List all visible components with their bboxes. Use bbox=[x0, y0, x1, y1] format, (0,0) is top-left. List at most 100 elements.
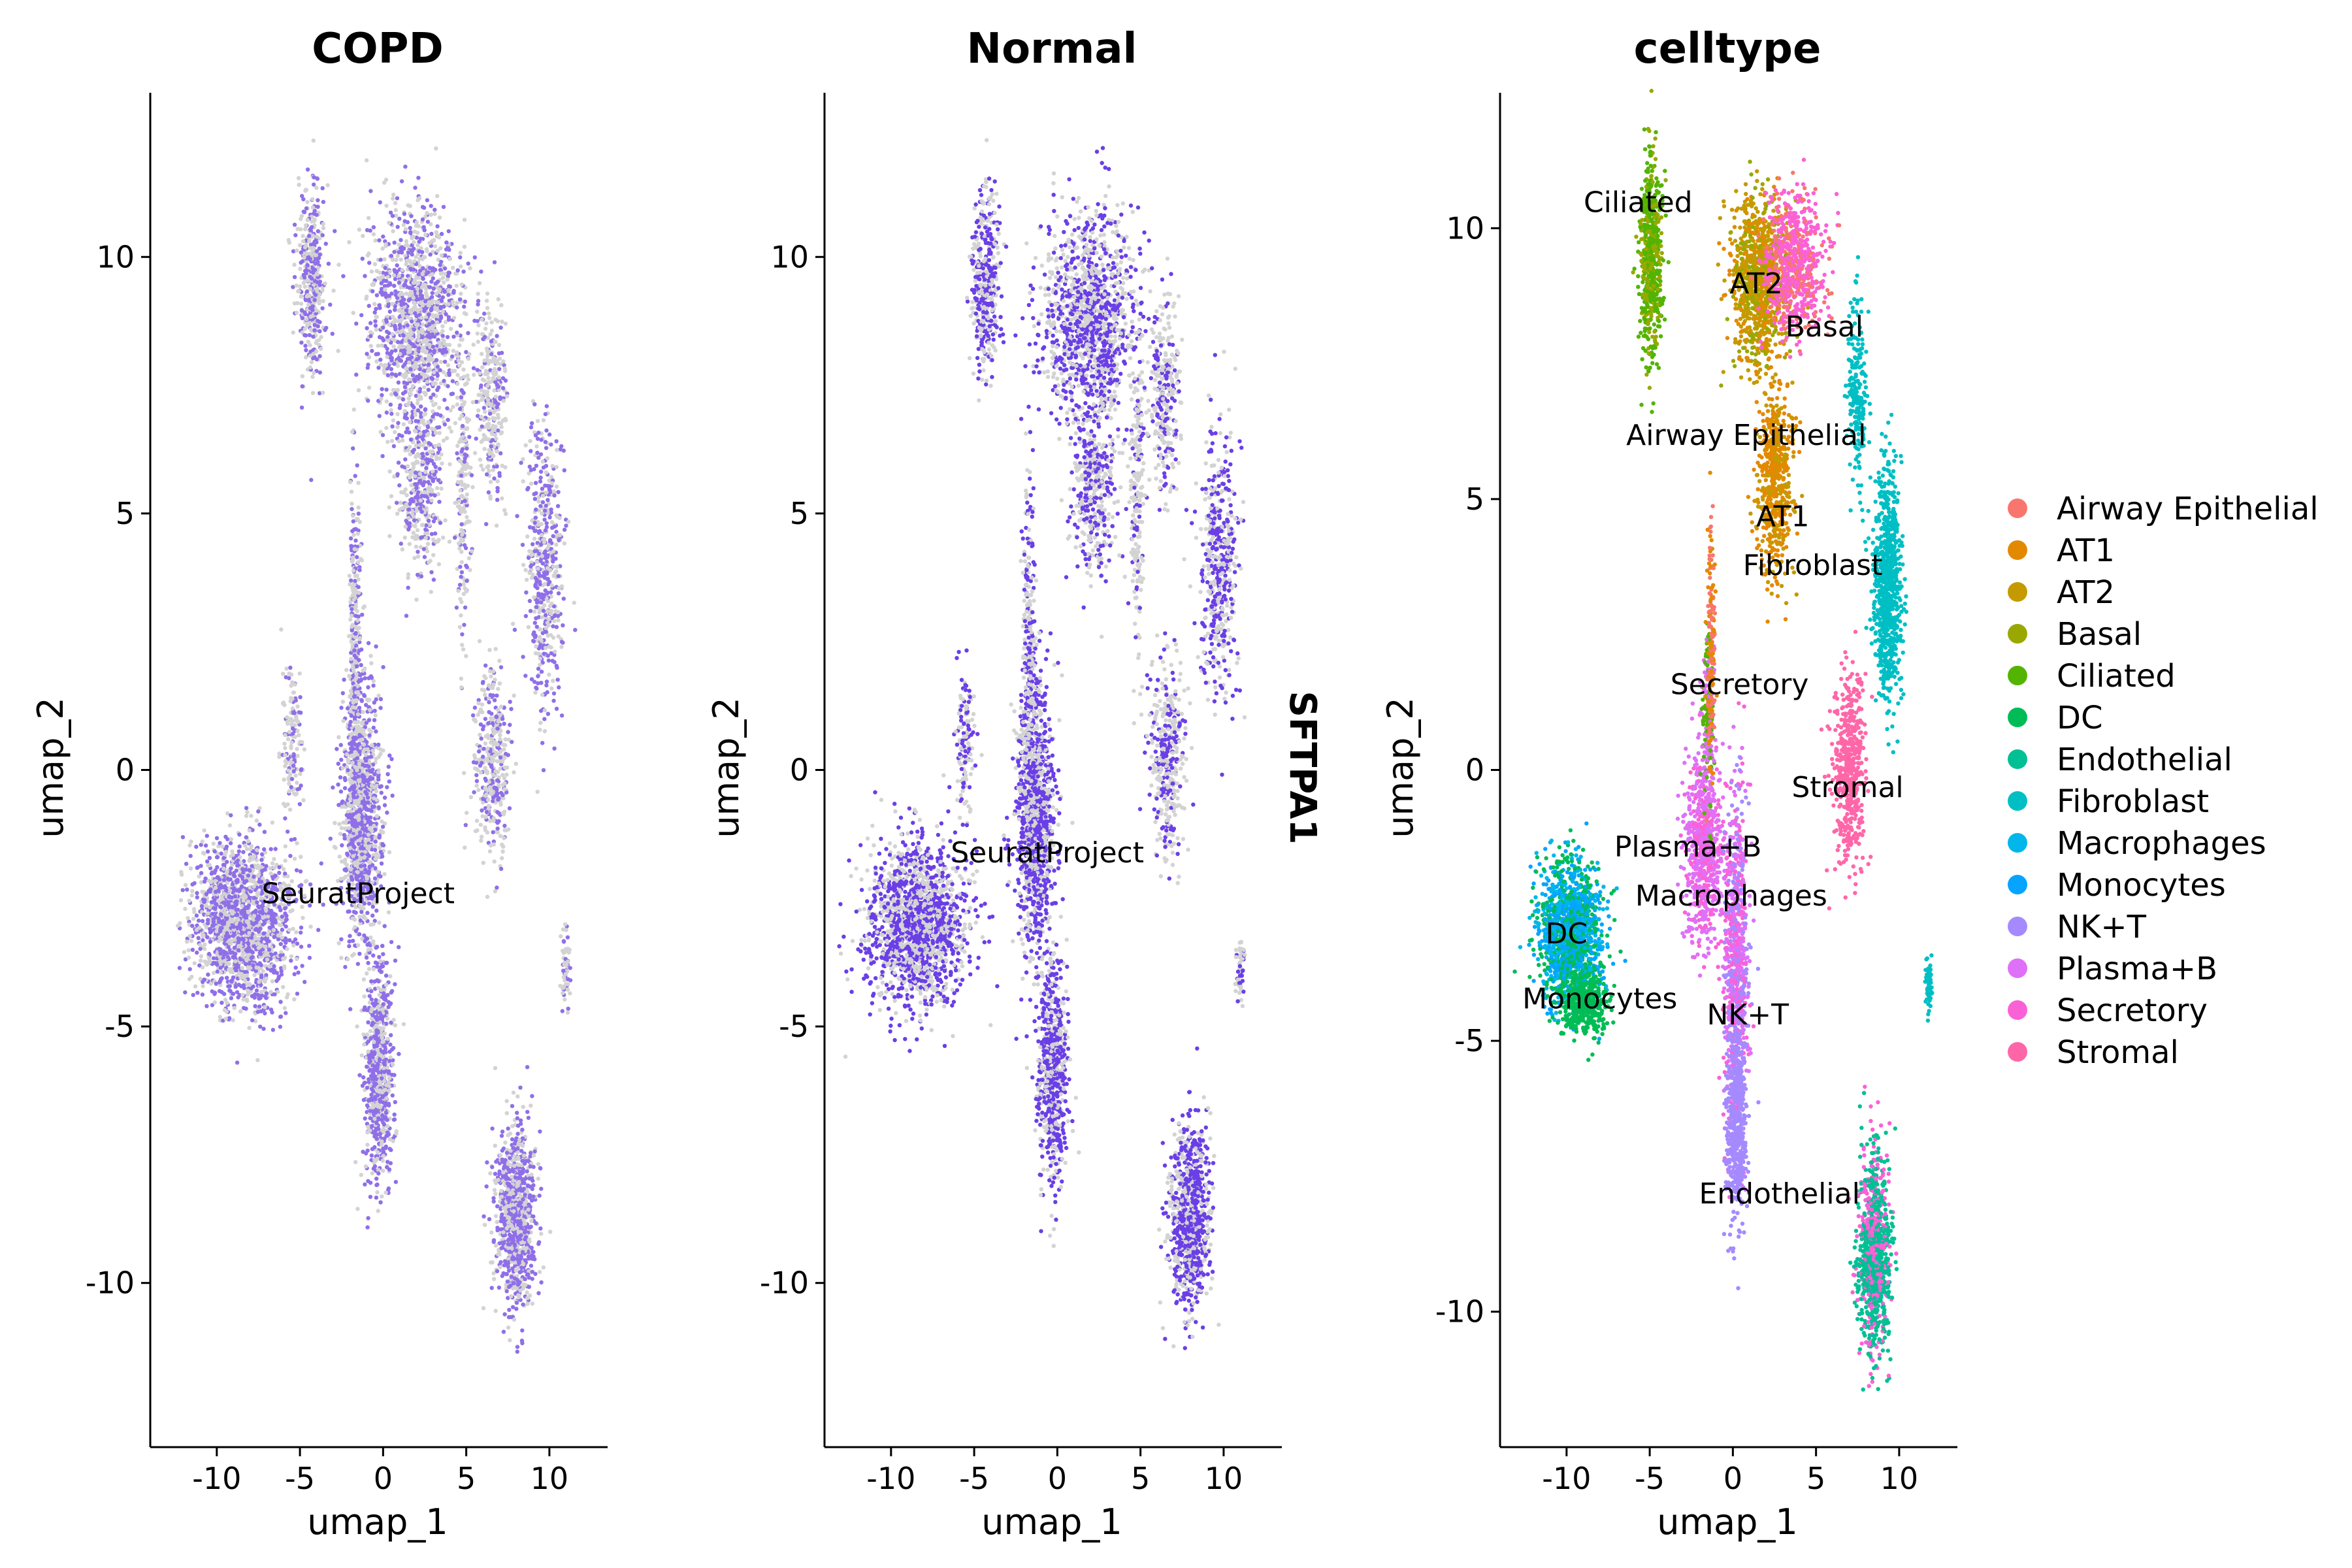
cell-point bbox=[500, 717, 504, 721]
cell-point bbox=[219, 851, 223, 855]
cell-point bbox=[193, 985, 197, 988]
cell-point bbox=[392, 284, 396, 287]
cell-point bbox=[483, 717, 487, 721]
cell-point bbox=[461, 270, 465, 274]
cell-point bbox=[266, 933, 270, 937]
cell-point bbox=[550, 526, 554, 530]
cell-point bbox=[528, 439, 532, 443]
cell-point bbox=[419, 498, 423, 502]
cell-point bbox=[489, 755, 493, 759]
cell-point bbox=[426, 457, 430, 461]
cell-point bbox=[448, 425, 451, 429]
cell-point bbox=[413, 482, 417, 486]
cell-point bbox=[321, 186, 325, 190]
cell-point bbox=[414, 429, 417, 433]
cell-point bbox=[212, 841, 216, 845]
cell-point bbox=[467, 352, 471, 356]
cell-point bbox=[367, 252, 370, 255]
cell-point bbox=[485, 747, 489, 751]
cell-point bbox=[443, 360, 447, 364]
cell-point bbox=[563, 468, 566, 472]
cell-point bbox=[541, 500, 545, 504]
cell-point bbox=[318, 246, 321, 250]
cell-point bbox=[288, 717, 292, 721]
cell-point bbox=[331, 332, 335, 336]
cell-point bbox=[278, 1024, 282, 1028]
cell-point bbox=[483, 436, 487, 440]
cell-point bbox=[496, 830, 500, 834]
cell-point bbox=[235, 990, 239, 994]
cell-point bbox=[447, 315, 451, 319]
cell-point bbox=[302, 333, 306, 337]
cell-point bbox=[539, 470, 543, 474]
cell-point bbox=[494, 395, 498, 399]
cell-point bbox=[554, 542, 558, 546]
cell-point bbox=[209, 981, 213, 985]
cell-point bbox=[413, 524, 417, 528]
cell-point bbox=[316, 198, 319, 202]
cell-point bbox=[382, 257, 386, 261]
cell-point bbox=[365, 228, 369, 232]
cell-point bbox=[504, 773, 508, 777]
cell-point bbox=[307, 234, 311, 238]
cell-point bbox=[421, 418, 425, 422]
cell-point bbox=[536, 666, 540, 670]
cell-point bbox=[418, 506, 422, 510]
cell-point bbox=[431, 449, 434, 453]
cell-point bbox=[544, 470, 548, 474]
cell-point bbox=[324, 326, 328, 330]
cell-point bbox=[536, 419, 540, 423]
cell-point bbox=[555, 625, 559, 629]
cell-point bbox=[304, 348, 308, 352]
cell-point bbox=[310, 375, 314, 379]
cell-point bbox=[487, 469, 491, 473]
cell-point bbox=[336, 349, 340, 353]
cell-point bbox=[500, 793, 504, 797]
cell-point bbox=[306, 218, 310, 221]
cell-point bbox=[372, 281, 376, 285]
cell-point bbox=[396, 364, 400, 368]
cell-point bbox=[540, 741, 544, 745]
cell-point bbox=[250, 864, 253, 868]
cell-point bbox=[237, 944, 240, 948]
cell-point bbox=[215, 953, 219, 956]
cell-point bbox=[306, 302, 310, 306]
cell-point bbox=[549, 687, 553, 691]
cell-point bbox=[186, 916, 189, 920]
cell-point bbox=[498, 749, 502, 753]
cell-point bbox=[532, 492, 536, 496]
cell-point bbox=[391, 193, 395, 197]
cell-point bbox=[442, 280, 446, 284]
cell-point bbox=[544, 683, 548, 687]
cell-point bbox=[552, 747, 556, 751]
cell-point bbox=[491, 721, 495, 725]
cell-point bbox=[354, 321, 358, 325]
cell-point bbox=[234, 907, 238, 911]
cell-point bbox=[451, 300, 455, 304]
cell-point bbox=[528, 599, 532, 603]
cell-point bbox=[214, 886, 218, 890]
cell-point bbox=[532, 640, 536, 644]
cell-point bbox=[486, 721, 490, 725]
cell-point bbox=[466, 331, 470, 335]
cell-point bbox=[309, 478, 313, 482]
cell-point bbox=[425, 198, 429, 202]
cell-point bbox=[236, 995, 240, 999]
cell-point bbox=[540, 693, 544, 696]
cell-point bbox=[440, 461, 444, 465]
cell-point bbox=[400, 438, 404, 442]
cell-point bbox=[386, 338, 390, 342]
cell-point bbox=[393, 430, 397, 434]
cell-point bbox=[323, 282, 327, 286]
cell-point bbox=[545, 404, 549, 408]
cell-point bbox=[414, 455, 417, 459]
cell-point bbox=[218, 989, 221, 993]
cell-point bbox=[205, 935, 209, 939]
cell-point bbox=[372, 225, 376, 229]
cell-point bbox=[551, 636, 555, 640]
cell-point bbox=[490, 432, 494, 436]
cell-point bbox=[308, 294, 312, 298]
cell-point bbox=[403, 457, 407, 461]
cell-point bbox=[414, 361, 417, 365]
cell-point bbox=[557, 574, 561, 578]
